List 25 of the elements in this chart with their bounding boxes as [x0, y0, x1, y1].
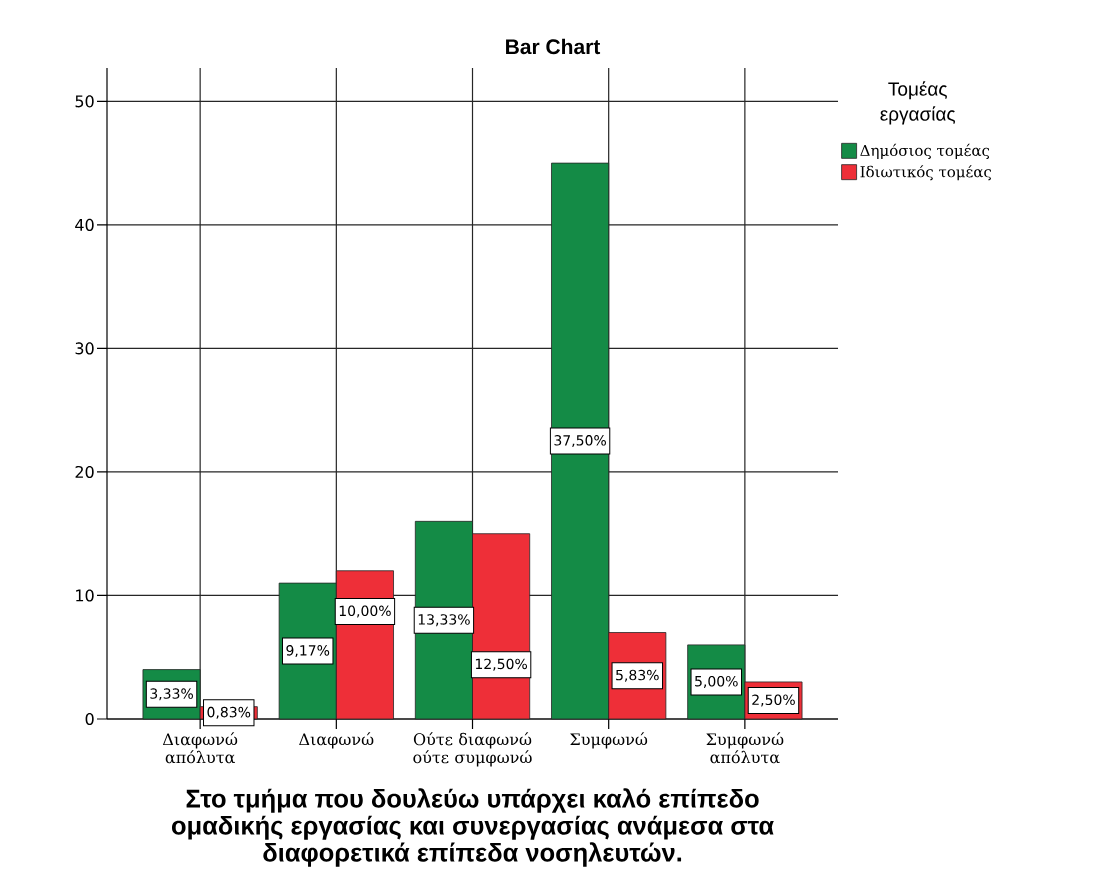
legend-title: Τομέας εργασίας: [880, 81, 956, 125]
y-tick-label: 20: [75, 465, 94, 478]
annotation: 5,83%: [616, 669, 659, 682]
x-tick-label: Συμφωνώ απόλυτα: [706, 732, 784, 764]
chart-title: Bar Chart: [506, 38, 601, 55]
annotation: 5,00%: [695, 675, 738, 688]
x-tick-label: Διαφωνώ: [299, 732, 374, 749]
annotation: 2,50%: [752, 694, 795, 707]
y-tick-label: 50: [75, 95, 94, 108]
annotation: 37,50%: [554, 435, 606, 448]
annotation: 12,50%: [475, 658, 528, 671]
annotation: 10,00%: [339, 605, 391, 618]
x-axis-title: Στο τμήμα που δουλεύω υπάρχει καλό επίπεδο ομαδικής εργασίας και συνεργασίας ανάμεσα στα διαφορετικά επίπεδα νοσηλευτών.: [171, 788, 774, 867]
legend-label: Δημόσιος τομέας: [860, 143, 990, 159]
y-tick-label: 10: [76, 589, 94, 602]
y-tick-label: 40: [75, 218, 94, 231]
annotation: 3,33%: [150, 688, 193, 701]
annotation: 13,33%: [418, 614, 470, 627]
x-tick-label: Ούτε διαφωνώ ούτε συμφωνώ: [413, 732, 532, 767]
x-tick-label: Συμφωνώ: [570, 732, 648, 749]
y-tick-label: 0: [85, 712, 94, 726]
legend-label: Ιδιωτικός τομέας: [860, 165, 991, 181]
y-tick-label: 30: [75, 342, 94, 355]
annotation: 9,17%: [286, 645, 330, 658]
x-tick-label: Διαφωνώ απόλυτα: [162, 732, 238, 764]
